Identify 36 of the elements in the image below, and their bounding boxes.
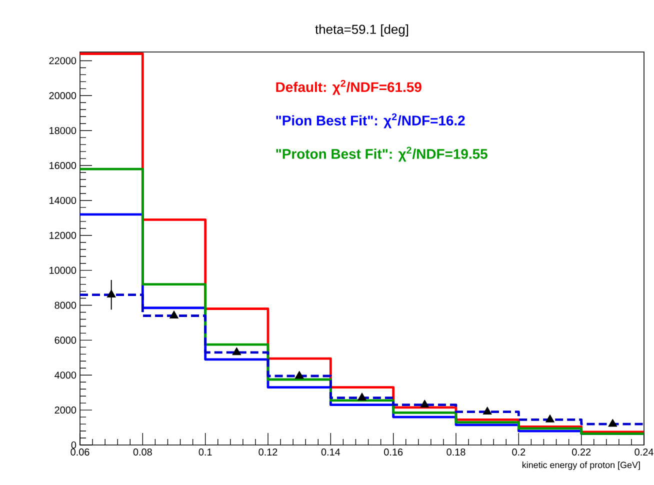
y-tick-label: 16000	[50, 162, 76, 170]
point	[545, 414, 555, 422]
chart-title: theta=59.1 [deg]	[315, 24, 408, 36]
x-tick-label: 0.06	[70, 448, 90, 456]
y-tick-label: 22000	[49, 57, 76, 64]
x-tick-label: 0.16	[384, 448, 403, 456]
y-tick-label: 4000	[54, 372, 76, 379]
x-tick-label: 0.2	[512, 448, 526, 456]
point	[482, 406, 492, 415]
point	[608, 418, 618, 427]
y-tick-label: 14000	[50, 196, 76, 204]
y-tick-label: 20000	[49, 92, 76, 100]
text: "Pion Best Fit": χ$^{2}$/NDF=16.2	[276, 113, 465, 128]
y-tick-label: 18000	[50, 127, 76, 134]
text: "Proton Best Fit": χ$^{2}$/NDF=19.55	[276, 146, 488, 162]
y-tick-label: 0	[71, 441, 76, 449]
x-tick-label: 0.18	[446, 448, 466, 456]
y-tick-label: 8000	[54, 302, 76, 309]
point	[420, 400, 430, 408]
x-tick-label: 0.1	[198, 448, 212, 456]
x-tick-label: 0.24	[634, 448, 654, 456]
x-tick-label: 0.14	[321, 448, 340, 456]
x-axis-title: kinetic energy of proton [GeV]	[522, 462, 640, 470]
point	[106, 290, 116, 298]
point	[357, 392, 367, 401]
y-tick-label: 6000	[54, 336, 76, 344]
y-tick-label: 12000	[50, 232, 76, 239]
x-tick-label: 0.12	[258, 448, 278, 456]
y-tick-label: 2000	[54, 406, 76, 414]
point	[232, 347, 242, 356]
point	[169, 310, 179, 318]
y-tick-label: 10000	[50, 266, 76, 274]
text: Default: χ$^{2}$/NDF=61.59	[276, 80, 422, 95]
point	[294, 370, 304, 379]
x-tick-label: 0.08	[133, 448, 152, 456]
x-tick-label: 0.22	[572, 448, 591, 456]
